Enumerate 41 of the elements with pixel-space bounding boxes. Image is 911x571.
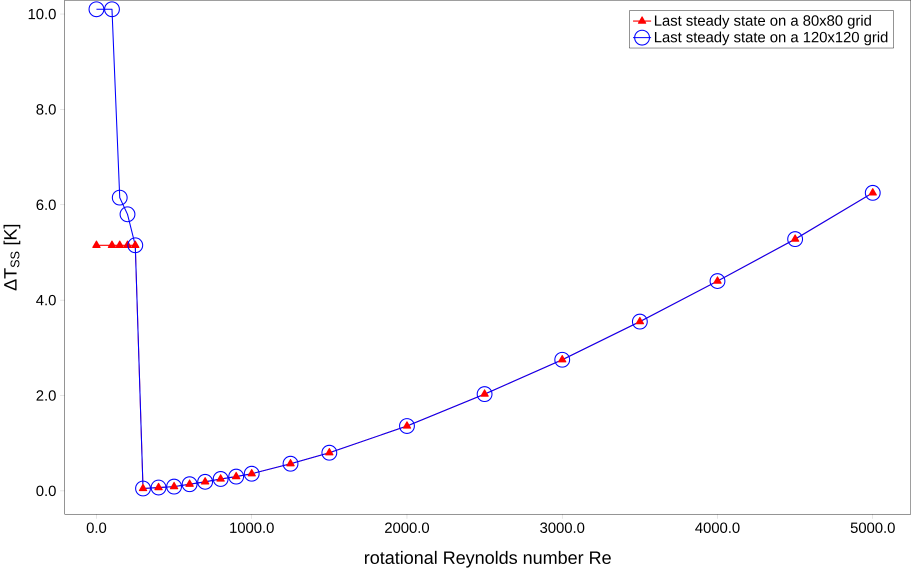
point (212, 470, 229, 487)
point (116, 240, 124, 248)
point (108, 240, 116, 248)
point (282, 456, 298, 472)
x-tick-label: 0.0 (86, 522, 106, 533)
point (710, 273, 726, 289)
point (92, 240, 101, 248)
x-tick-label: 5000.0 (850, 522, 895, 533)
point (787, 231, 804, 247)
point (197, 474, 214, 490)
y-tick-label: 6.0 (36, 199, 56, 210)
x-tick-label: 2000.0 (385, 522, 430, 533)
y-tick-label: 4.0 (36, 294, 56, 306)
point (244, 466, 260, 482)
y-axis-title: ΔT$_{SS}$ [K] (4, 224, 20, 290)
point (182, 476, 198, 492)
point (112, 190, 128, 206)
point (321, 444, 338, 461)
legend-label: Last steady state on a 120x120 grid (654, 31, 888, 46)
point (864, 184, 881, 201)
point (135, 480, 151, 496)
y-tick-label: 10.0 (28, 8, 56, 20)
x-tick-label: 3000.0 (540, 522, 584, 533)
y-tick-label: 8.0 (36, 104, 56, 115)
point (88, 1, 104, 18)
point (150, 480, 166, 496)
point (476, 386, 493, 402)
point (127, 237, 144, 254)
legend-label: Last steady state on a 80x80 grid (654, 14, 871, 29)
point (166, 478, 182, 494)
y-tick-label: 2.0 (36, 390, 56, 401)
point (228, 468, 244, 484)
y-tick-label: 0.0 (36, 486, 56, 496)
x-axis-title: rotational Reynolds number Re (364, 550, 611, 568)
point (399, 418, 415, 434)
x-tick-label: 4000.0 (695, 522, 740, 533)
point (632, 314, 648, 330)
x-tick-label: 1000.0 (230, 522, 274, 533)
point (104, 1, 120, 18)
point (120, 206, 136, 222)
point (554, 352, 570, 368)
